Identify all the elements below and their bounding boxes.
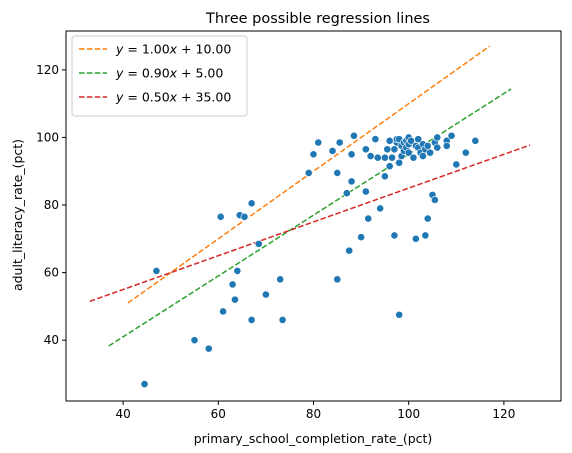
data-point — [383, 145, 392, 154]
y-tick-label: 120 — [36, 63, 59, 77]
data-point — [419, 152, 427, 160]
data-point — [423, 141, 432, 150]
data-point — [380, 172, 389, 181]
x-axis-label: primary_school_completion_rate_(pct) — [194, 431, 433, 446]
data-point — [233, 267, 242, 275]
legend: y = 1.00x + 10.00 y = 0.90x + 5.00 y = 0.5… — [71, 35, 248, 117]
legend-label: y = 1.00x + 10.00 — [115, 42, 231, 57]
data-point — [216, 212, 225, 221]
x-tick-label: 120 — [492, 407, 515, 421]
data-point — [314, 138, 323, 147]
data-point — [442, 141, 451, 150]
data-point — [309, 150, 318, 159]
data-point — [423, 214, 432, 223]
x-tick-label: 60 — [211, 407, 226, 421]
data-point — [347, 150, 356, 159]
data-point — [219, 307, 227, 316]
data-point — [247, 199, 256, 208]
legend-label: y = 0.50x + 35.00 — [115, 90, 231, 105]
data-point — [247, 316, 256, 324]
data-point — [304, 169, 313, 177]
data-point — [364, 214, 373, 223]
data-point — [342, 189, 351, 198]
y-axis-label: adult_literacy_rate_(pct) — [10, 139, 25, 291]
data-point — [371, 135, 380, 144]
data-point — [276, 275, 285, 284]
data-point — [347, 177, 356, 186]
data-point — [335, 138, 344, 147]
axis-ticks: 40 60 80 100 120 40 60 80 100 120 — [36, 63, 515, 421]
data-point — [395, 158, 404, 167]
regression-line — [108, 88, 512, 347]
data-point — [388, 153, 396, 162]
data-point — [140, 380, 149, 389]
data-point — [433, 143, 442, 152]
data-point — [345, 246, 354, 255]
data-point — [373, 153, 382, 162]
data-point — [240, 212, 249, 221]
data-point — [361, 145, 370, 154]
legend-box — [71, 35, 248, 117]
data-point — [452, 160, 461, 169]
data-point — [411, 234, 420, 243]
data-point — [390, 231, 399, 240]
data-point — [380, 153, 389, 162]
regression-line — [89, 144, 531, 303]
data-point — [409, 153, 418, 162]
data-point — [404, 148, 413, 157]
y-tick-label: 40 — [44, 333, 59, 347]
legend-label: y = 0.90x + 5.00 — [115, 66, 223, 81]
data-point — [414, 135, 423, 144]
data-point — [152, 267, 161, 275]
y-tick-label: 60 — [44, 266, 59, 280]
data-point — [262, 290, 270, 299]
data-point — [333, 169, 342, 177]
x-tick-label: 100 — [397, 407, 420, 421]
data-point — [328, 147, 337, 155]
data-point — [366, 152, 375, 160]
data-point — [390, 145, 399, 154]
data-point — [433, 133, 442, 142]
data-point — [385, 162, 394, 171]
data-point — [333, 275, 342, 284]
data-point — [231, 295, 239, 304]
data-point — [361, 187, 370, 196]
data-point — [278, 316, 287, 324]
data-point — [190, 336, 199, 345]
x-tick-label: 40 — [115, 407, 130, 421]
data-point — [357, 233, 365, 242]
data-point — [471, 136, 480, 145]
scatter-points — [140, 131, 480, 389]
data-point — [407, 136, 415, 145]
data-point — [204, 344, 213, 353]
data-point — [430, 196, 439, 204]
y-tick-label: 100 — [36, 130, 59, 144]
x-tick-label: 80 — [306, 407, 321, 421]
data-point — [421, 231, 430, 240]
data-point — [350, 131, 358, 140]
data-point — [461, 148, 470, 157]
data-point — [254, 239, 263, 248]
chart-title: Three possible regression lines — [205, 11, 430, 27]
data-point — [426, 148, 435, 157]
y-tick-label: 80 — [44, 198, 59, 212]
data-point — [385, 136, 394, 145]
data-point — [447, 131, 456, 140]
data-point — [395, 310, 404, 319]
data-point — [228, 280, 237, 289]
data-point — [376, 204, 385, 213]
